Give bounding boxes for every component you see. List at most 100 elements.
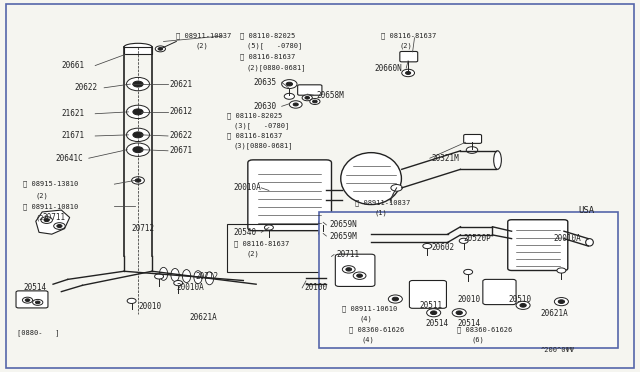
Circle shape bbox=[133, 147, 143, 153]
Circle shape bbox=[156, 46, 166, 52]
Text: Ⓑ 08110-82025: Ⓑ 08110-82025 bbox=[240, 33, 296, 39]
Circle shape bbox=[460, 238, 468, 243]
FancyBboxPatch shape bbox=[464, 135, 481, 143]
Circle shape bbox=[520, 304, 526, 307]
Text: ⓝ 08911-10837: ⓝ 08911-10837 bbox=[355, 199, 410, 206]
Text: (3)[0880-0681]: (3)[0880-0681] bbox=[234, 142, 293, 149]
Circle shape bbox=[44, 219, 49, 222]
Circle shape bbox=[158, 48, 163, 50]
Circle shape bbox=[319, 231, 328, 236]
Text: 20520P: 20520P bbox=[464, 234, 492, 243]
Text: 20659M: 20659M bbox=[330, 231, 357, 241]
FancyBboxPatch shape bbox=[324, 249, 347, 266]
Circle shape bbox=[127, 105, 150, 119]
Text: 20540: 20540 bbox=[234, 228, 257, 237]
Circle shape bbox=[54, 223, 65, 230]
Text: 20659N: 20659N bbox=[330, 221, 357, 230]
Text: (2): (2) bbox=[36, 192, 49, 199]
Circle shape bbox=[346, 268, 351, 271]
Circle shape bbox=[173, 280, 182, 286]
Circle shape bbox=[452, 309, 467, 317]
Circle shape bbox=[302, 95, 312, 101]
Circle shape bbox=[155, 274, 164, 279]
Text: 20010: 20010 bbox=[138, 302, 161, 311]
Circle shape bbox=[310, 99, 320, 105]
Circle shape bbox=[406, 71, 411, 74]
Circle shape bbox=[342, 266, 355, 273]
Circle shape bbox=[353, 272, 366, 279]
Circle shape bbox=[431, 311, 437, 315]
Text: (2): (2) bbox=[195, 43, 208, 49]
FancyBboxPatch shape bbox=[298, 85, 322, 95]
Ellipse shape bbox=[194, 271, 202, 284]
Text: 21621: 21621 bbox=[61, 109, 84, 118]
Text: ⓝ 08911-10810: ⓝ 08911-10810 bbox=[23, 203, 78, 210]
Text: 20010: 20010 bbox=[458, 295, 481, 304]
Text: 20621A: 20621A bbox=[540, 310, 568, 318]
Circle shape bbox=[289, 101, 302, 108]
Circle shape bbox=[127, 143, 150, 156]
Ellipse shape bbox=[340, 153, 401, 205]
Text: 20630: 20630 bbox=[253, 102, 276, 111]
Text: 20514: 20514 bbox=[458, 320, 481, 328]
Text: Ⓑ 08116-81637: Ⓑ 08116-81637 bbox=[240, 54, 296, 60]
Text: 21671: 21671 bbox=[61, 131, 84, 141]
Circle shape bbox=[293, 103, 298, 106]
Circle shape bbox=[127, 77, 150, 91]
Text: 20641C: 20641C bbox=[55, 154, 83, 163]
Bar bbox=[319, 212, 618, 348]
Text: 20661: 20661 bbox=[61, 61, 84, 70]
Circle shape bbox=[133, 81, 143, 87]
Circle shape bbox=[356, 274, 362, 278]
Text: (6): (6) bbox=[472, 337, 484, 343]
Text: (1): (1) bbox=[374, 209, 387, 216]
Text: 20010A: 20010A bbox=[553, 234, 581, 243]
Text: (4): (4) bbox=[360, 315, 372, 322]
Text: USA: USA bbox=[579, 206, 595, 215]
Bar bbox=[227, 224, 333, 272]
Circle shape bbox=[423, 243, 432, 248]
Circle shape bbox=[557, 268, 566, 273]
Text: 20635: 20635 bbox=[253, 78, 276, 87]
Text: Ⓢ 08360-61626: Ⓢ 08360-61626 bbox=[458, 327, 513, 333]
Text: 20621: 20621 bbox=[170, 80, 193, 89]
Text: 20711: 20711 bbox=[336, 250, 359, 259]
Circle shape bbox=[388, 295, 403, 303]
Text: Ⓢ 08360-61626: Ⓢ 08360-61626 bbox=[349, 327, 404, 333]
Text: Ⓑ 08116-81637: Ⓑ 08116-81637 bbox=[381, 33, 436, 39]
Text: 20712: 20712 bbox=[132, 224, 155, 233]
Ellipse shape bbox=[171, 269, 179, 282]
Text: ⓝ 08911-10837: ⓝ 08911-10837 bbox=[176, 33, 232, 39]
Circle shape bbox=[286, 82, 292, 86]
Text: 20100: 20100 bbox=[304, 283, 327, 292]
Circle shape bbox=[135, 179, 141, 182]
Circle shape bbox=[133, 132, 143, 138]
Circle shape bbox=[132, 177, 145, 184]
Circle shape bbox=[326, 253, 337, 259]
Text: Ⓑ 08110-82025: Ⓑ 08110-82025 bbox=[227, 112, 283, 119]
Circle shape bbox=[427, 309, 441, 317]
FancyBboxPatch shape bbox=[508, 220, 568, 270]
Text: (3)[   -0780]: (3)[ -0780] bbox=[234, 123, 289, 129]
Circle shape bbox=[41, 217, 52, 224]
Circle shape bbox=[319, 220, 328, 225]
Text: 20711: 20711 bbox=[42, 213, 65, 222]
FancyBboxPatch shape bbox=[483, 279, 516, 305]
Circle shape bbox=[305, 96, 310, 99]
FancyBboxPatch shape bbox=[410, 280, 447, 308]
FancyBboxPatch shape bbox=[335, 254, 375, 286]
Circle shape bbox=[282, 80, 297, 89]
Circle shape bbox=[133, 109, 143, 115]
Text: 20622: 20622 bbox=[170, 131, 193, 141]
Circle shape bbox=[402, 69, 415, 77]
Circle shape bbox=[33, 299, 43, 305]
Ellipse shape bbox=[124, 43, 152, 51]
Circle shape bbox=[127, 128, 150, 141]
Text: 20612: 20612 bbox=[170, 108, 193, 116]
Text: ^200^0ΨΨ: ^200^0ΨΨ bbox=[540, 347, 574, 353]
Text: ⓝ 08911-10610: ⓝ 08911-10610 bbox=[342, 306, 397, 312]
Text: (2)[0880-0681]: (2)[0880-0681] bbox=[246, 64, 306, 71]
FancyBboxPatch shape bbox=[400, 51, 418, 62]
Circle shape bbox=[467, 147, 477, 153]
Circle shape bbox=[127, 298, 136, 304]
